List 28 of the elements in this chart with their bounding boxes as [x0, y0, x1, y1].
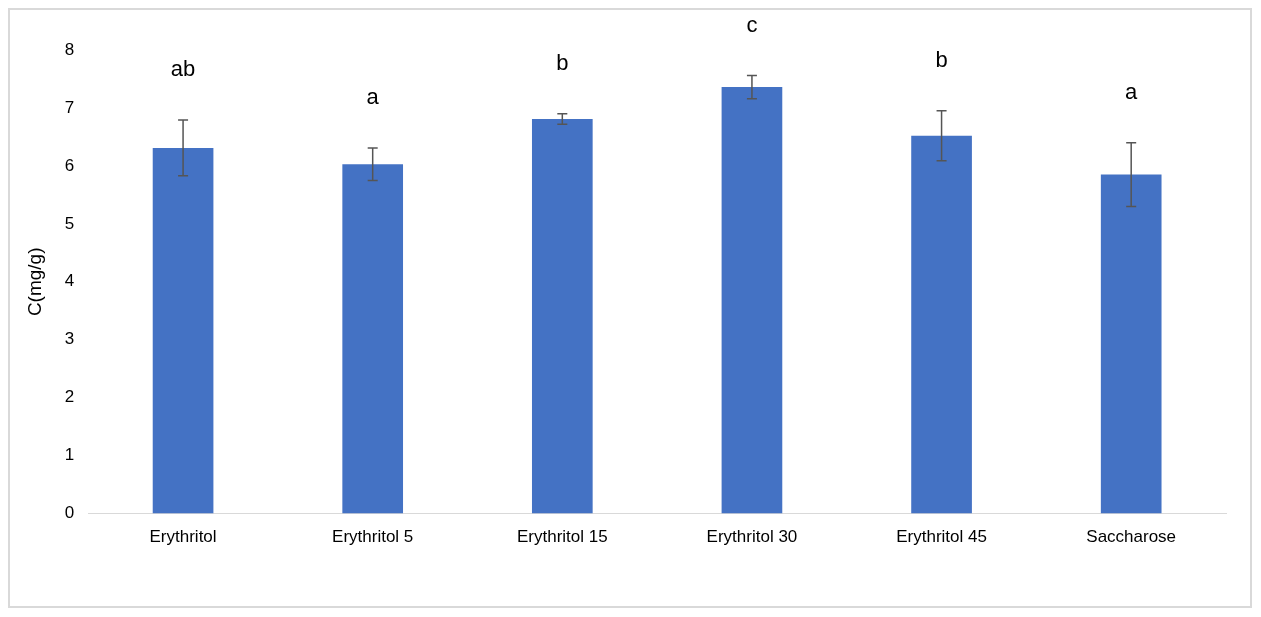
- y-tick-label: 1: [64, 445, 75, 465]
- bar: [1100, 174, 1162, 514]
- y-tick-label: 2: [64, 387, 75, 407]
- text: c: [746, 11, 758, 37]
- annotation: b: [935, 46, 948, 72]
- x-tick-label: Erythritol: [149, 527, 217, 547]
- annotation: a: [366, 84, 380, 109]
- bar: [342, 164, 404, 514]
- x-tick-label: Erythritol 15: [516, 527, 608, 547]
- annotation: ab: [170, 56, 196, 82]
- y-tick-label: 5: [64, 213, 75, 233]
- x-tick-label: Erythritol 30: [706, 527, 798, 547]
- bar: [152, 147, 214, 514]
- annotation: a: [1125, 78, 1139, 104]
- y-tick-label: 4: [64, 271, 75, 291]
- y-tick-label: 6: [64, 155, 75, 175]
- y-tick-label: 0: [64, 503, 75, 523]
- y-tick-label: 8: [64, 39, 75, 59]
- x-tick-label: Erythritol 45: [896, 527, 987, 547]
- x-tick-label: Erythritol 5: [332, 527, 414, 547]
- annotation: b: [556, 49, 569, 75]
- bar: [721, 87, 783, 514]
- y-axis-title: C(mg/g): [23, 247, 45, 317]
- bar: [531, 118, 593, 514]
- x-tick-label: Saccharose: [1086, 527, 1177, 547]
- bar: [911, 135, 972, 514]
- y-tick-label: 7: [64, 97, 75, 117]
- y-tick-label: 3: [64, 329, 75, 349]
